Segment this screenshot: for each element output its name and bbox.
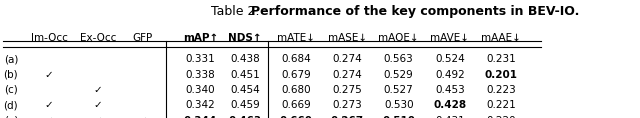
Text: ✓: ✓ bbox=[45, 116, 54, 118]
Text: mAVE↓: mAVE↓ bbox=[431, 33, 469, 43]
Text: 0.529: 0.529 bbox=[384, 70, 413, 80]
Text: mASE↓: mASE↓ bbox=[328, 33, 367, 43]
Text: 0.331: 0.331 bbox=[186, 54, 215, 64]
Text: 0.342: 0.342 bbox=[186, 100, 215, 110]
Text: ✓: ✓ bbox=[93, 100, 102, 110]
Text: 0.679: 0.679 bbox=[282, 70, 311, 80]
Text: 0.431: 0.431 bbox=[435, 116, 465, 118]
Text: Table 2:: Table 2: bbox=[211, 5, 264, 18]
Text: 0.451: 0.451 bbox=[230, 70, 260, 80]
Text: 0.338: 0.338 bbox=[186, 70, 215, 80]
Text: 0.221: 0.221 bbox=[486, 100, 516, 110]
Text: NDS↑: NDS↑ bbox=[228, 33, 262, 43]
Text: ✓: ✓ bbox=[93, 85, 102, 95]
Text: mAAE↓: mAAE↓ bbox=[481, 33, 521, 43]
Text: 0.453: 0.453 bbox=[435, 85, 465, 95]
Text: Performance of the key components in BEV-IO.: Performance of the key components in BEV… bbox=[251, 5, 579, 18]
Text: (b): (b) bbox=[4, 70, 18, 80]
Text: 0.438: 0.438 bbox=[230, 54, 260, 64]
Text: 0.680: 0.680 bbox=[282, 85, 311, 95]
Text: 0.428: 0.428 bbox=[433, 100, 467, 110]
Text: (e): (e) bbox=[4, 116, 18, 118]
Text: 0.459: 0.459 bbox=[230, 100, 260, 110]
Text: mAOE↓: mAOE↓ bbox=[378, 33, 419, 43]
Text: 0.524: 0.524 bbox=[435, 54, 465, 64]
Text: Ex-Occ: Ex-Occ bbox=[80, 33, 116, 43]
Text: 0.223: 0.223 bbox=[486, 85, 516, 95]
Text: (c): (c) bbox=[4, 85, 18, 95]
Text: 0.275: 0.275 bbox=[333, 85, 362, 95]
Text: Im-Occ: Im-Occ bbox=[31, 33, 68, 43]
Text: 0.340: 0.340 bbox=[186, 85, 215, 95]
Text: 0.463: 0.463 bbox=[228, 116, 262, 118]
Text: (d): (d) bbox=[4, 100, 18, 110]
Text: 0.267: 0.267 bbox=[331, 116, 364, 118]
Text: 0.510: 0.510 bbox=[382, 116, 415, 118]
Text: 0.274: 0.274 bbox=[333, 54, 362, 64]
Text: 0.201: 0.201 bbox=[484, 70, 518, 80]
Text: 0.454: 0.454 bbox=[230, 85, 260, 95]
Text: (a): (a) bbox=[4, 54, 18, 64]
Text: 0.273: 0.273 bbox=[333, 100, 362, 110]
Text: 0.530: 0.530 bbox=[384, 100, 413, 110]
Text: 0.684: 0.684 bbox=[282, 54, 311, 64]
Text: 0.344: 0.344 bbox=[184, 116, 217, 118]
Text: GFP: GFP bbox=[132, 33, 153, 43]
Text: 0.492: 0.492 bbox=[435, 70, 465, 80]
Text: ✓: ✓ bbox=[138, 116, 147, 118]
Text: 0.563: 0.563 bbox=[384, 54, 413, 64]
Text: 0.231: 0.231 bbox=[486, 54, 516, 64]
Text: mATE↓: mATE↓ bbox=[277, 33, 316, 43]
Text: 0.220: 0.220 bbox=[486, 116, 516, 118]
Text: ✓: ✓ bbox=[93, 116, 102, 118]
Text: 0.660: 0.660 bbox=[280, 116, 313, 118]
Text: 0.527: 0.527 bbox=[384, 85, 413, 95]
Text: ✓: ✓ bbox=[45, 100, 54, 110]
Text: mAP↑: mAP↑ bbox=[182, 33, 218, 43]
Text: 0.274: 0.274 bbox=[333, 70, 362, 80]
Text: 0.669: 0.669 bbox=[282, 100, 311, 110]
Text: ✓: ✓ bbox=[45, 70, 54, 80]
